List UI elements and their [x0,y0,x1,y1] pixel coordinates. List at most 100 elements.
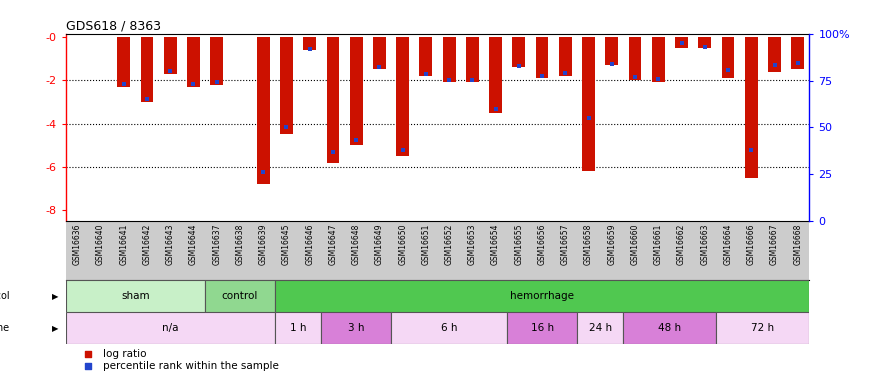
Bar [628,37,641,80]
Text: ▶: ▶ [52,324,58,333]
Bar [559,37,571,76]
Text: GDS618 / 8363: GDS618 / 8363 [66,20,161,33]
FancyBboxPatch shape [623,312,717,344]
FancyBboxPatch shape [507,312,577,344]
Text: protocol: protocol [0,291,10,301]
Bar [513,37,525,67]
FancyBboxPatch shape [275,280,809,312]
Text: 24 h: 24 h [589,323,612,333]
Text: GSM16663: GSM16663 [700,224,710,266]
Text: GSM16638: GSM16638 [235,224,244,265]
Text: sham: sham [121,291,150,301]
Point [536,73,550,79]
Point [326,150,340,156]
Text: GSM16650: GSM16650 [398,224,407,266]
Text: GSM16659: GSM16659 [607,224,616,266]
Text: hemorrhage: hemorrhage [510,291,574,301]
Bar [768,37,780,72]
Text: GSM16648: GSM16648 [352,224,360,265]
Bar [326,37,340,162]
Point [373,64,387,70]
Point [745,147,759,153]
Point [279,124,293,130]
Point [466,77,480,83]
FancyBboxPatch shape [577,312,623,344]
Bar [582,37,595,171]
Text: ▶: ▶ [52,292,58,301]
Point [442,77,456,83]
Text: 72 h: 72 h [752,323,774,333]
FancyBboxPatch shape [66,280,205,312]
Bar [164,37,177,74]
Text: log ratio: log ratio [103,349,146,358]
Text: GSM16667: GSM16667 [770,224,779,266]
Point [256,170,270,176]
Text: GSM16639: GSM16639 [259,224,268,266]
Text: GSM16642: GSM16642 [143,224,151,265]
Bar [536,37,549,78]
Text: GSM16653: GSM16653 [468,224,477,266]
FancyBboxPatch shape [717,312,809,344]
Text: GSM16645: GSM16645 [282,224,290,266]
Text: GSM16652: GSM16652 [444,224,453,265]
Bar [443,37,456,82]
Text: GSM16637: GSM16637 [213,224,221,266]
Bar [722,37,734,78]
FancyBboxPatch shape [275,312,321,344]
Text: 3 h: 3 h [348,323,364,333]
Text: GSM16668: GSM16668 [794,224,802,265]
Bar [210,37,223,85]
Text: GSM16664: GSM16664 [724,224,732,266]
Bar [419,37,432,76]
Text: 1 h: 1 h [290,323,306,333]
Text: GSM16662: GSM16662 [677,224,686,265]
Text: control: control [221,291,258,301]
Bar [791,37,804,69]
Bar [256,37,270,184]
Point [634,305,648,311]
Text: GSM16641: GSM16641 [119,224,129,265]
Text: GSM16657: GSM16657 [561,224,570,266]
Bar [652,37,665,82]
Text: GSM16655: GSM16655 [514,224,523,266]
Text: GSM16661: GSM16661 [654,224,662,265]
Text: n/a: n/a [162,323,178,333]
Bar [350,37,362,145]
Text: GSM16660: GSM16660 [631,224,640,266]
Point [697,44,711,50]
Point [419,71,433,77]
Point [628,74,642,80]
Point [651,76,665,82]
Bar [489,37,502,113]
Point [303,46,317,53]
Bar [698,37,711,48]
Bar [117,37,130,87]
Text: 6 h: 6 h [441,323,458,333]
Point [791,60,805,66]
Bar [606,37,619,65]
Point [488,106,502,112]
Bar [304,37,316,50]
Text: GSM16646: GSM16646 [305,224,314,266]
Text: time: time [0,323,10,333]
Text: GSM16647: GSM16647 [328,224,338,266]
Text: GSM16654: GSM16654 [491,224,500,266]
Bar [466,37,479,82]
Point [634,195,648,201]
Text: GSM16644: GSM16644 [189,224,198,266]
FancyBboxPatch shape [66,312,275,344]
Bar [141,37,153,102]
Text: GSM16656: GSM16656 [537,224,547,266]
Point [396,147,410,153]
Point [675,40,689,46]
Point [767,62,781,68]
Text: GSM16651: GSM16651 [422,224,430,265]
Bar [280,37,293,134]
Point [582,114,596,120]
Point [721,67,735,73]
FancyBboxPatch shape [321,312,391,344]
FancyBboxPatch shape [205,280,275,312]
Bar [396,37,409,156]
Point [512,63,526,69]
Point [349,137,363,143]
